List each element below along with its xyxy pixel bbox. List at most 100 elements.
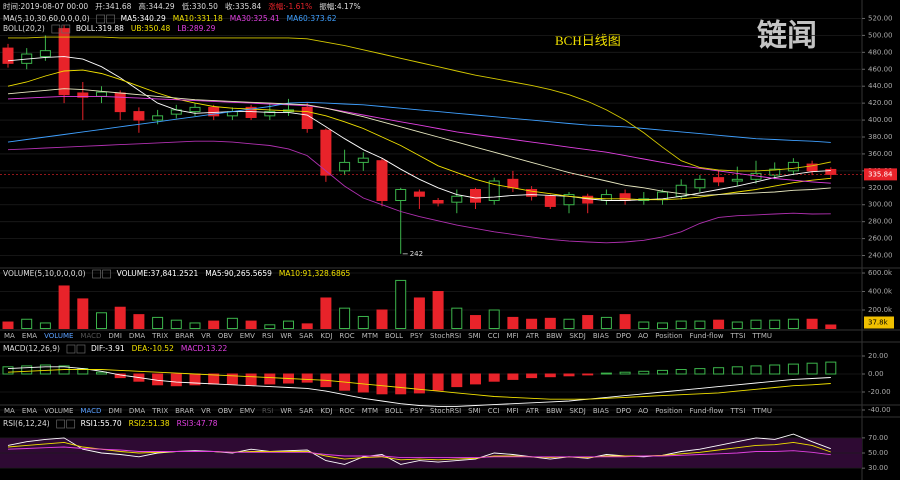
indicator-tab[interactable]: CCI [488,332,500,340]
indicator-tab[interactable]: MA [4,407,15,415]
indicator-line [7,446,831,459]
candle-body [2,47,14,64]
indicator-tab[interactable]: BRAR [175,332,194,340]
legend-label: 低:330.50 [182,1,218,11]
indicator-tab[interactable]: MTM [362,407,378,415]
indicator-tab[interactable]: ATR [526,332,540,340]
indicator-tab[interactable]: PSY [410,332,424,340]
volume-bar [320,297,332,330]
volume-bar [77,298,89,329]
indicator-tab[interactable]: BOLL [385,332,403,340]
y-tick-label: 20.00 [868,352,888,360]
candle-body [208,106,220,117]
indicator-tab[interactable]: TTSI [729,407,745,415]
y-tick-label: 300.00 [868,201,893,209]
candle-body [507,178,519,189]
macd-bar [713,367,725,375]
indicator-tab[interactable]: ROC [339,407,354,415]
indicator-tab[interactable]: MA [4,332,15,340]
indicator-tab[interactable]: EMA [22,407,37,415]
indicator-tab[interactable]: DPO [616,407,632,415]
indicator-line [7,69,831,201]
indicator-tab[interactable]: BIAS [593,332,610,340]
indicator-tab[interactable]: KDJ [320,332,332,340]
indicator-tab[interactable]: Position [655,407,682,415]
indicator-tab[interactable]: BOLL [385,407,403,415]
legend-label: VOLUME:37,841.2521 [117,269,199,278]
volume-bar [619,314,631,329]
indicator-tab[interactable]: BBW [546,407,562,415]
y-tick-label: 360.00 [868,150,893,158]
legend-label: BOLL:319.88 [76,24,124,33]
indicator-tab[interactable]: WR [280,407,292,415]
indicator-tab[interactable]: SAR [299,407,313,415]
indicator-tab[interactable]: TTMU [751,407,772,415]
indicator-tab[interactable]: SKDJ [569,407,586,415]
legend-label: MACD:13.22 [181,344,228,353]
indicator-tab[interactable]: WR [280,332,292,340]
indicator-tab[interactable]: MACD [80,332,101,340]
settings-icon [92,269,101,279]
indicator-tab[interactable]: RSI [262,407,273,415]
indicator-tab[interactable]: DMI [108,407,122,415]
close-icon [76,344,86,354]
indicator-tab[interactable]: DMA [129,407,145,415]
indicator-tab[interactable]: VR [201,407,211,415]
indicator-tab[interactable]: TRIX [151,332,168,340]
indicator-tab[interactable]: MFI [507,332,519,340]
macd-bar [470,373,481,385]
indicator-tab[interactable]: VR [201,332,211,340]
indicator-tab[interactable]: DMI [108,332,122,340]
indicator-tab[interactable]: ROC [339,332,354,340]
logo: 链闻 [757,19,817,54]
candle-body [675,184,687,197]
indicator-tab[interactable]: TTMU [751,332,772,340]
volume-bar [39,322,51,329]
indicator-tab[interactable]: MFI [507,407,519,415]
indicator-tab[interactable]: Fund-flow [690,332,724,340]
indicator-tab[interactable]: OBV [218,332,233,340]
y-tick-label: 200.0k [868,306,893,314]
indicator-tab[interactable]: TTSI [729,332,745,340]
volume-bar [488,309,500,329]
indicator-tab[interactable]: StochRSI [430,407,461,415]
indicator-tab[interactable]: MTM [362,332,378,340]
indicator-tab[interactable]: Fund-flow [690,407,724,415]
indicator-tab[interactable]: AO [638,332,649,340]
candle-body [114,92,126,113]
indicator-tab[interactable]: SKDJ [569,332,586,340]
volume-bar [507,316,519,329]
indicator-tab[interactable]: StochRSI [430,332,461,340]
indicator-tab[interactable]: EMA [22,332,37,340]
y-tick-label: 240.00 [868,252,893,260]
indicator-tab[interactable]: OBV [218,407,233,415]
indicator-tab[interactable]: BIAS [593,407,610,415]
indicator-tab[interactable]: CCI [488,407,500,415]
indicator-tab[interactable]: RSI [262,332,273,340]
indicator-tab[interactable]: EMV [240,407,255,415]
indicator-tab[interactable]: SMI [468,332,481,340]
indicator-tab[interactable]: DPO [616,332,632,340]
indicator-tab[interactable]: KDJ [320,407,332,415]
indicator-tab[interactable]: DMA [129,332,145,340]
indicator-tab[interactable]: TRIX [151,407,168,415]
indicator-tab[interactable]: PSY [410,407,424,415]
candle-body [731,178,743,182]
indicator-tab[interactable]: BBW [546,332,562,340]
indicator-tab[interactable]: SAR [299,332,313,340]
indicator-tab[interactable]: VOLUME [44,332,73,340]
indicator-tab[interactable]: ATR [526,407,540,415]
macd-bar [170,373,182,387]
indicator-tab[interactable]: VOLUME [44,407,73,415]
indicator-tab[interactable]: BRAR [175,407,194,415]
indicator-tab[interactable]: AO [638,407,649,415]
indicator-tab[interactable]: SMI [468,407,481,415]
candle-body [152,115,164,121]
volume-bar [432,291,444,329]
legend-label: 涨幅:-1.61% [268,1,312,11]
indicator-tab[interactable]: MACD [80,407,101,415]
indicator-tab[interactable]: EMV [240,332,255,340]
volume-bar [114,306,126,330]
indicator-tab[interactable]: Position [655,332,682,340]
macd-bar [675,369,687,375]
